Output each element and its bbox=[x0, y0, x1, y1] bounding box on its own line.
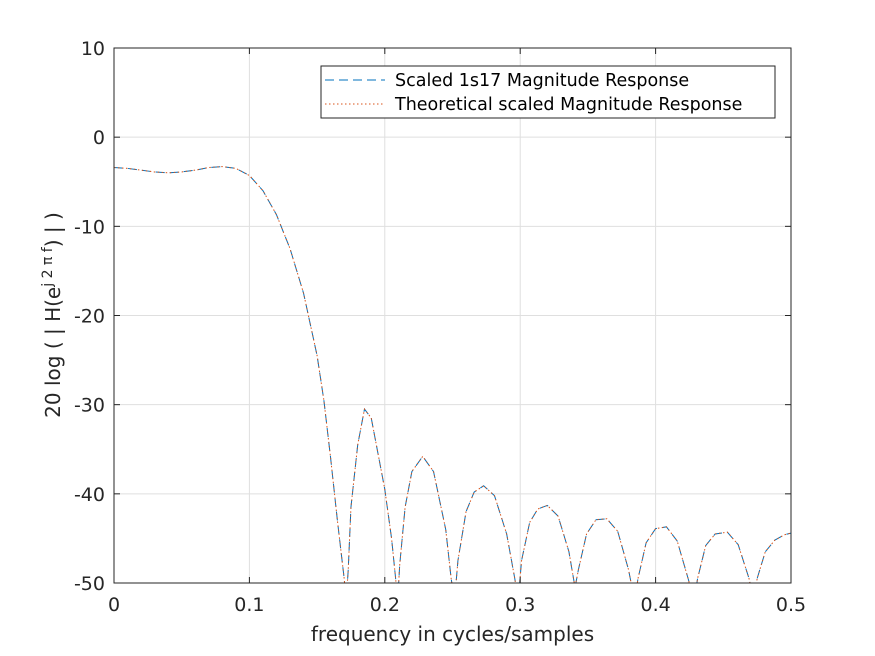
legend-label-series-1: Scaled 1s17 Magnitude Response bbox=[395, 71, 689, 91]
series-layer bbox=[114, 166, 791, 583]
grid-lines bbox=[114, 48, 791, 583]
y-axis-title-suffix: ) | ) bbox=[41, 212, 65, 247]
x-tick-label: 0.5 bbox=[776, 594, 806, 616]
x-tick-label: 0.2 bbox=[370, 594, 400, 616]
y-tick-label: 10 bbox=[81, 38, 105, 60]
x-tick-label: 0.1 bbox=[234, 594, 264, 616]
y-axis-title-prefix: 20 log ( | H(e bbox=[41, 287, 65, 418]
legend-label-series-2: Theoretical scaled Magnitude Response bbox=[394, 95, 742, 115]
x-tick-label: 0 bbox=[108, 594, 120, 616]
y-tick-label: 0 bbox=[93, 127, 105, 149]
axis-ticks bbox=[113, 47, 792, 584]
x-tick-label: 0.3 bbox=[505, 594, 535, 616]
x-tick-label: 0.4 bbox=[640, 594, 670, 616]
y-tick-label: -40 bbox=[74, 484, 105, 506]
y-tick-label: -50 bbox=[74, 573, 105, 595]
y-tick-label: -10 bbox=[74, 216, 105, 238]
tick-labels: 0 0.1 0.2 0.3 0.4 0.5 -50 -40 -30 -20 -10 0 10 bbox=[74, 38, 806, 616]
y-axis-title: 20 log ( | H(ej 2 π f) | ) bbox=[40, 212, 65, 418]
series-line-1 bbox=[114, 166, 791, 583]
legend-box bbox=[320, 65, 776, 119]
y-tick-label: -30 bbox=[74, 395, 105, 417]
legend: Scaled 1s17 Magnitude Response Theoretic… bbox=[320, 65, 776, 119]
x-axis-title: frequency in cycles/samples bbox=[311, 622, 594, 646]
y-tick-label: -20 bbox=[74, 306, 105, 328]
y-axis-title-superscript: j 2 π f bbox=[40, 246, 56, 288]
series-line-2 bbox=[114, 166, 791, 583]
